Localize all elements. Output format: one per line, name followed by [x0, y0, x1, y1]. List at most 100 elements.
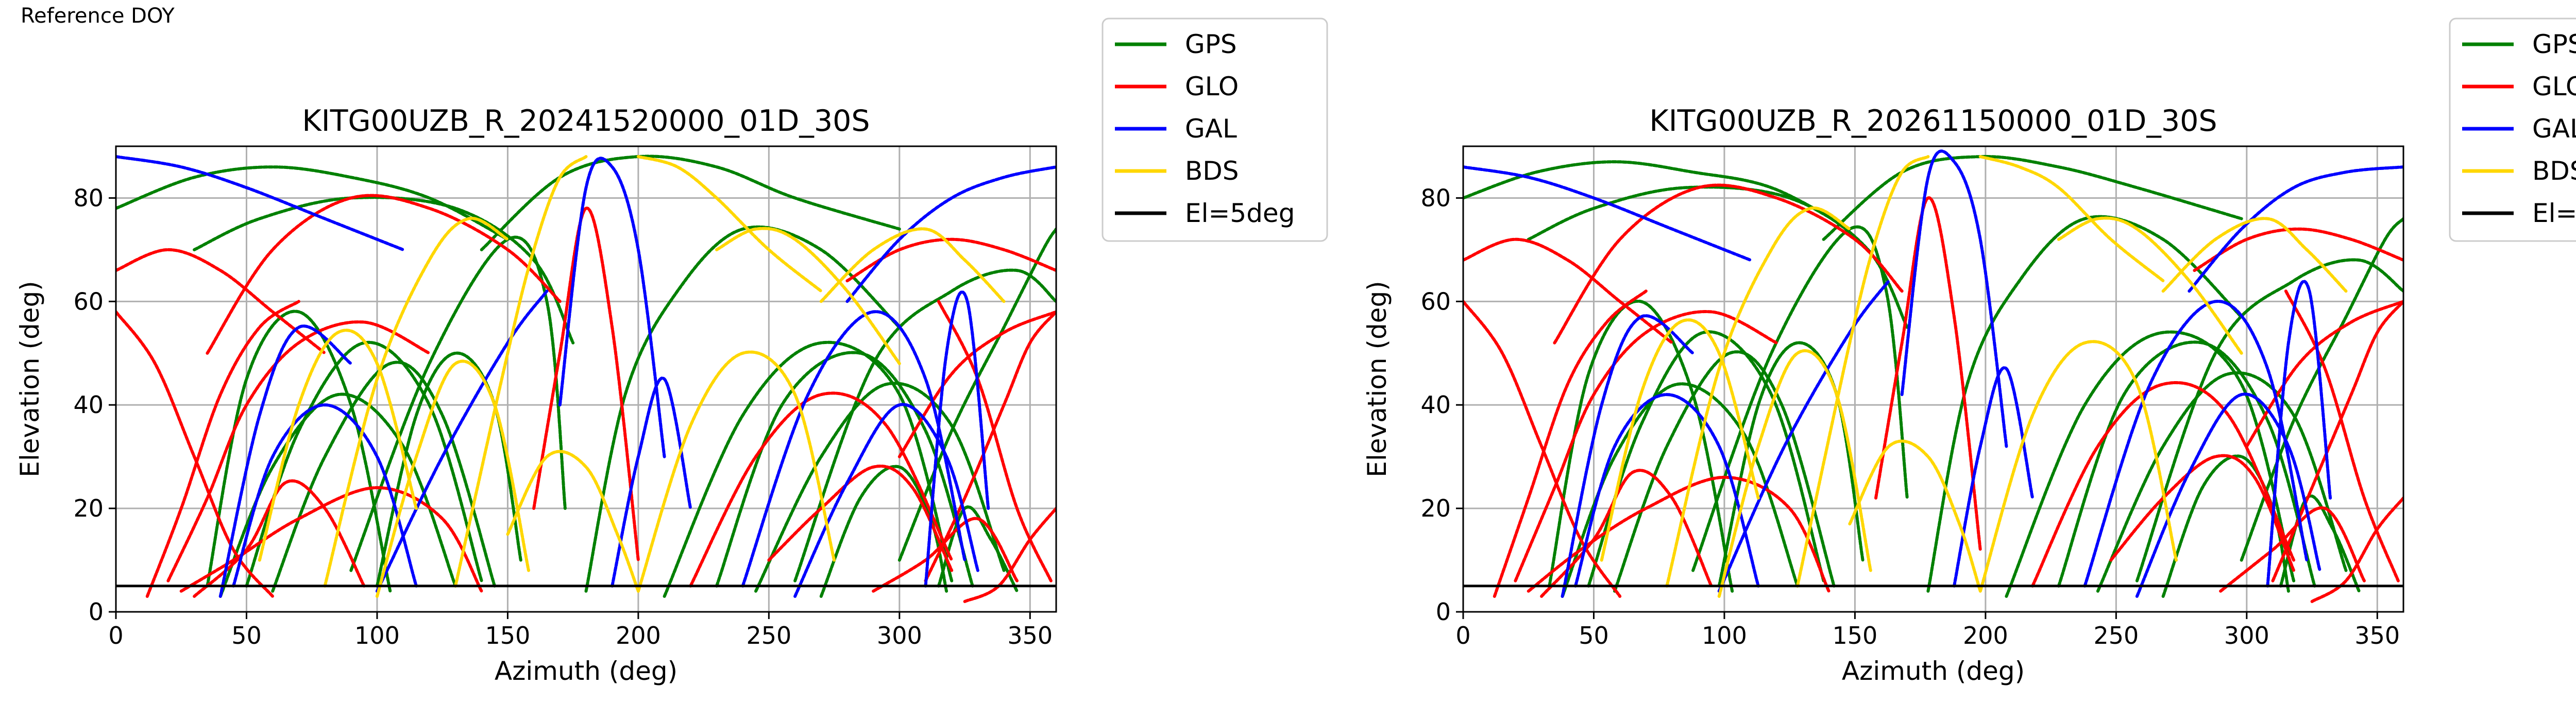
satellite-pass	[937, 505, 1019, 593]
satellite-pass	[1600, 318, 1760, 562]
satellite-pass	[2161, 217, 2348, 293]
x-tick-label: 100	[354, 622, 400, 649]
legend-entry-gal: GAL	[2462, 114, 2576, 144]
legend-entry-glo: GLO	[1115, 72, 1239, 101]
satellite-pass	[963, 507, 1056, 603]
legend-entry-bds: BDS	[2462, 156, 2576, 186]
axes-frame	[1462, 145, 2404, 613]
legend: GPS GLO GAL BDS El=5deg	[2449, 18, 2576, 242]
satellite-pass	[2005, 330, 2296, 598]
series-bds	[258, 155, 1006, 598]
x-tick-label: 200	[1963, 622, 2008, 649]
x-tick-label: 300	[2224, 622, 2269, 649]
satellite-pass	[480, 155, 901, 251]
y-tick-label: 80	[1420, 184, 1451, 212]
satellite-pass	[1848, 439, 1982, 593]
satellite-pass	[1493, 289, 1648, 598]
satellite-pass	[2266, 280, 2332, 588]
legend-entry-gps: GPS	[2462, 29, 2576, 59]
y-tick-label: 60	[1420, 287, 1451, 315]
satellite-pass	[741, 310, 967, 588]
satellite-pass	[2135, 258, 2403, 582]
satellite-pass	[819, 227, 1006, 303]
satellite-pass	[1953, 366, 2035, 588]
legend-box	[1101, 18, 1328, 242]
x-tick-label: 350	[2354, 622, 2400, 649]
satellite-pass	[454, 155, 588, 588]
y-tick-label: 20	[73, 494, 104, 522]
x-tick-label: 0	[1455, 622, 1470, 649]
satellite-pass	[1463, 300, 1622, 598]
satellite-pass	[2245, 300, 2403, 448]
satellite-pass	[819, 465, 948, 598]
satellite-pass	[258, 329, 418, 562]
x-axis-label: Azimuth (deg)	[495, 656, 677, 686]
satellite-pass	[1553, 183, 1904, 345]
satellite-pass	[1463, 165, 1752, 262]
satellite-pass	[689, 391, 954, 588]
y-tick-label: 40	[1420, 391, 1451, 419]
satellite-pass	[2083, 299, 2309, 588]
y-tick-label: 40	[73, 391, 104, 419]
satellite-pass	[1548, 299, 1734, 593]
satellite-pass	[1665, 206, 1852, 588]
satellite-pass	[663, 340, 954, 598]
satellite-pass	[2279, 494, 2361, 593]
satellite-pass	[179, 486, 483, 593]
satellite-pass	[1527, 185, 1909, 329]
satellite-pass	[116, 248, 327, 355]
satellite-pass	[1613, 350, 1836, 593]
satellite-pass	[2096, 371, 2348, 593]
satellite-pass	[1717, 279, 1891, 593]
satellite-pass	[897, 227, 1056, 562]
satellite-pass	[2031, 381, 2296, 588]
legend-entry-el-5deg: El=5deg	[1115, 198, 1295, 228]
y-tick-label: 0	[1436, 598, 1451, 626]
satellite-pass	[1717, 341, 1865, 588]
satellite-pass	[271, 361, 497, 593]
satellite-pass	[506, 450, 640, 593]
satellite-pass	[193, 196, 575, 345]
y-tick-label: 0	[89, 598, 104, 626]
satellite-pass	[845, 165, 1056, 303]
legend-entry-gal: GAL	[1115, 114, 1237, 144]
x-axis-label: Azimuth (deg)	[1842, 656, 2025, 686]
x-tick-label: 200	[616, 622, 661, 649]
legend: GPS GLO GAL BDS El=5deg	[1101, 18, 1328, 242]
satellite-pass	[937, 300, 1053, 582]
satellite-pass	[116, 310, 275, 598]
legend-label: El=5deg	[1185, 198, 1295, 228]
satellite-pass	[2240, 217, 2403, 562]
x-tick-label: 100	[1702, 622, 1747, 649]
legend-label: GAL	[1185, 114, 1237, 144]
satellite-pass	[1717, 349, 1872, 598]
satellite-pass	[1691, 225, 1909, 572]
satellite-pass	[349, 235, 567, 572]
legend-label: GPS	[2532, 29, 2576, 59]
satellite-pass	[636, 350, 836, 593]
satellite-pass	[1900, 149, 2008, 448]
satellite-pass	[754, 382, 1006, 593]
legend-entry-bds: BDS	[1115, 156, 1239, 186]
series-gal	[1463, 149, 2403, 598]
satellite-pass	[375, 359, 530, 598]
axes-frame	[115, 145, 1057, 613]
x-tick-label: 50	[1579, 622, 1609, 649]
satellite-pass	[793, 268, 1056, 582]
satellite-pass	[375, 289, 549, 593]
satellite-pass	[1540, 469, 1713, 598]
skyplot-panel-2: 0 50 100 150 200 250 300 350 0 20 40 60 80 KITG00UZB_…	[1362, 18, 2576, 686]
satellite-pass	[206, 310, 392, 593]
reference-doy-label: Reference DOY	[21, 4, 175, 28]
legend-label: BDS	[2532, 156, 2576, 186]
satellite-pass	[375, 351, 522, 588]
satellite-pass	[2057, 340, 2316, 588]
chart-title: KITG00UZB_R_20261150000_01D_30S	[1649, 104, 2217, 138]
satellite-pass	[218, 324, 353, 598]
legend-entry-gps: GPS	[1115, 29, 1237, 59]
chart-title: KITG00UZB_R_20241520000_01D_30S	[302, 104, 870, 138]
satellite-pass	[1978, 340, 2178, 593]
satellite-pass	[1978, 155, 2165, 283]
x-tick-label: 150	[1833, 622, 1878, 649]
satellite-pass	[924, 290, 990, 588]
